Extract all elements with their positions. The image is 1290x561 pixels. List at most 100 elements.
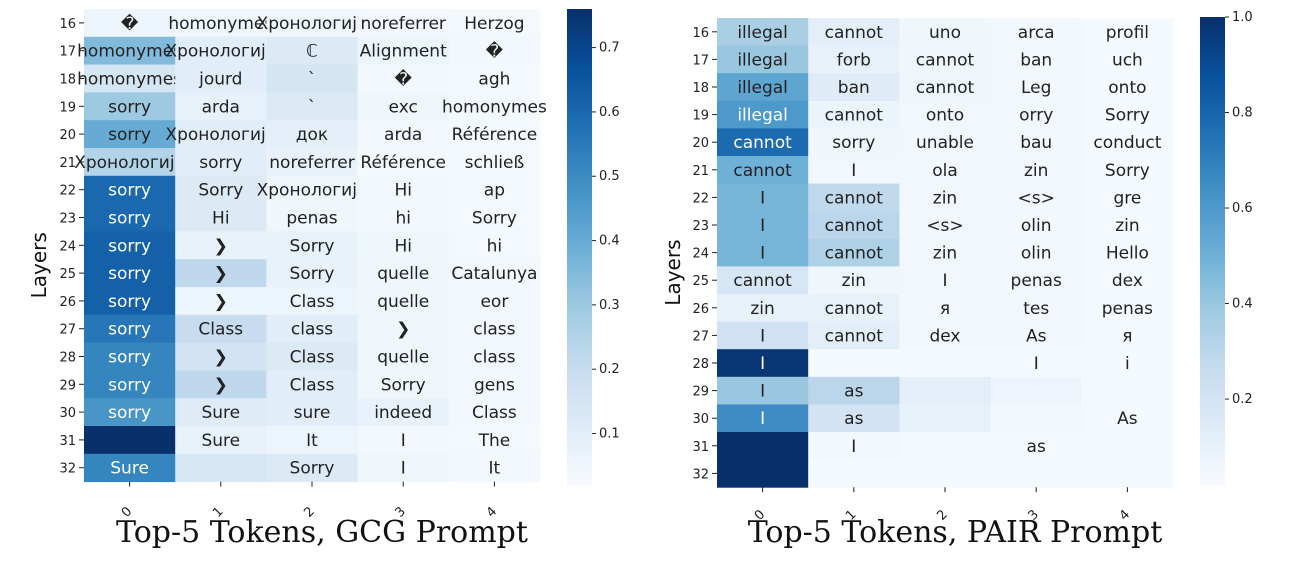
token-label: I (942, 271, 947, 291)
colorbar-segment (567, 385, 592, 391)
heatmap-cell (1081, 321, 1174, 350)
colorbar-segment (1200, 79, 1225, 84)
token-label: profil (1106, 23, 1149, 43)
heatmap-cell (899, 238, 992, 267)
colorbar-segment (567, 56, 592, 62)
token-label: ℂ (306, 42, 318, 62)
token-label: gens (474, 375, 515, 395)
colorbar-segment (1200, 407, 1225, 412)
colorbar-segment (1200, 383, 1225, 389)
heatmap-cell (808, 349, 900, 378)
heatmap-cell (808, 404, 900, 433)
y-tick-label: 24 (692, 247, 709, 262)
heatmap-cell (266, 287, 359, 316)
token-label: cannot (825, 188, 884, 208)
colorbar-segment (1200, 414, 1225, 420)
colorbar-segment (567, 48, 592, 54)
colorbar-segment (1200, 356, 1225, 361)
heatmap-cell (1081, 459, 1174, 488)
token-label: zin (750, 299, 774, 319)
y-tick-label: 23 (692, 219, 709, 234)
heatmap-cell (84, 453, 176, 483)
heatmap-cell (899, 128, 992, 157)
heatmap-cell (990, 349, 1083, 378)
colorbar-segment (1200, 325, 1225, 330)
colorbar-segment (1200, 106, 1225, 112)
heatmap-cell (899, 100, 992, 129)
heatmap-cell (717, 18, 809, 47)
colorbar-segment (1200, 227, 1225, 233)
heatmap-cell (717, 266, 809, 295)
colorbar-segment (567, 24, 592, 30)
token-label: Sorry (1105, 106, 1150, 126)
colorbar-segment (1200, 399, 1225, 404)
token-label: homonymes (168, 14, 273, 34)
heatmap-cell (808, 432, 900, 461)
heatmap-cell (448, 120, 541, 149)
heatmap-cell (84, 92, 176, 121)
colorbar-segment (1200, 387, 1225, 392)
heatmap-cell (175, 231, 267, 260)
colorbar-segment (567, 143, 592, 149)
heatmap-cell (990, 294, 1083, 323)
token-label: ❯ (214, 348, 228, 368)
colorbar-segment (567, 175, 592, 181)
token-label: i (1125, 354, 1130, 374)
heatmap-cell (899, 376, 992, 405)
colorbar-segment (567, 187, 592, 193)
heatmap-cell (808, 18, 900, 47)
heatmap-cell (717, 349, 809, 378)
token-label: noreferrer (360, 14, 445, 34)
colorbar-segment (1200, 251, 1225, 256)
colorbar-segment (567, 266, 592, 272)
heatmap-cell (175, 314, 267, 344)
heatmap-cell (808, 238, 900, 267)
token-label: bau (1020, 133, 1052, 153)
colorbar-segment (1200, 422, 1225, 428)
colorbar-segment (567, 262, 592, 268)
token-label: eor (480, 292, 508, 312)
colorbar-segment (1200, 114, 1225, 119)
heatmap-cell (175, 9, 267, 38)
colorbar-segment (567, 76, 592, 81)
heatmap-cell (357, 259, 450, 288)
token-label: ap (484, 181, 505, 201)
y-tick-label: 26 (59, 295, 76, 310)
token-label: homonymes (442, 97, 547, 117)
colorbar-segment (1200, 446, 1225, 451)
heatmap-cell (717, 238, 809, 267)
heatmap-cell (266, 175, 359, 205)
colorbar-segment (567, 12, 592, 18)
heatmap-cell (1081, 183, 1174, 212)
colorbar-segment (567, 350, 592, 355)
heatmap-cell (717, 128, 809, 157)
heatmap-cell (266, 314, 359, 344)
colorbar-segment (567, 278, 592, 284)
colorbar-segment (1200, 91, 1225, 96)
heatmap-cell (266, 203, 359, 232)
heatmap-cell (899, 266, 992, 295)
heatmap-cell (175, 287, 267, 316)
colorbar-segment (1200, 352, 1225, 357)
heatmap-cell (84, 259, 176, 288)
token-label: arda (384, 125, 422, 145)
colorbar-segment (567, 310, 592, 316)
colorbar-segment (567, 393, 592, 399)
token-label: onto (926, 106, 964, 126)
token-label: I (760, 409, 765, 429)
colorbar-segment (567, 203, 592, 208)
colorbar-segment (1200, 364, 1225, 369)
colorbar-segment (1200, 122, 1225, 127)
colorbar-segment (567, 401, 592, 407)
colorbar-segment (1200, 329, 1225, 334)
heatmap-cell (266, 64, 359, 93)
token-label: homonymes (77, 42, 182, 62)
heatmap-cell (175, 259, 267, 288)
token-label: cannot (825, 244, 884, 264)
token-label: class (291, 320, 333, 340)
colorbar-segment (1200, 83, 1225, 88)
heatmap-cell (266, 231, 359, 260)
heatmap-cell (448, 287, 541, 316)
heatmap-cell (808, 73, 900, 102)
token-label: sorry (108, 320, 151, 340)
